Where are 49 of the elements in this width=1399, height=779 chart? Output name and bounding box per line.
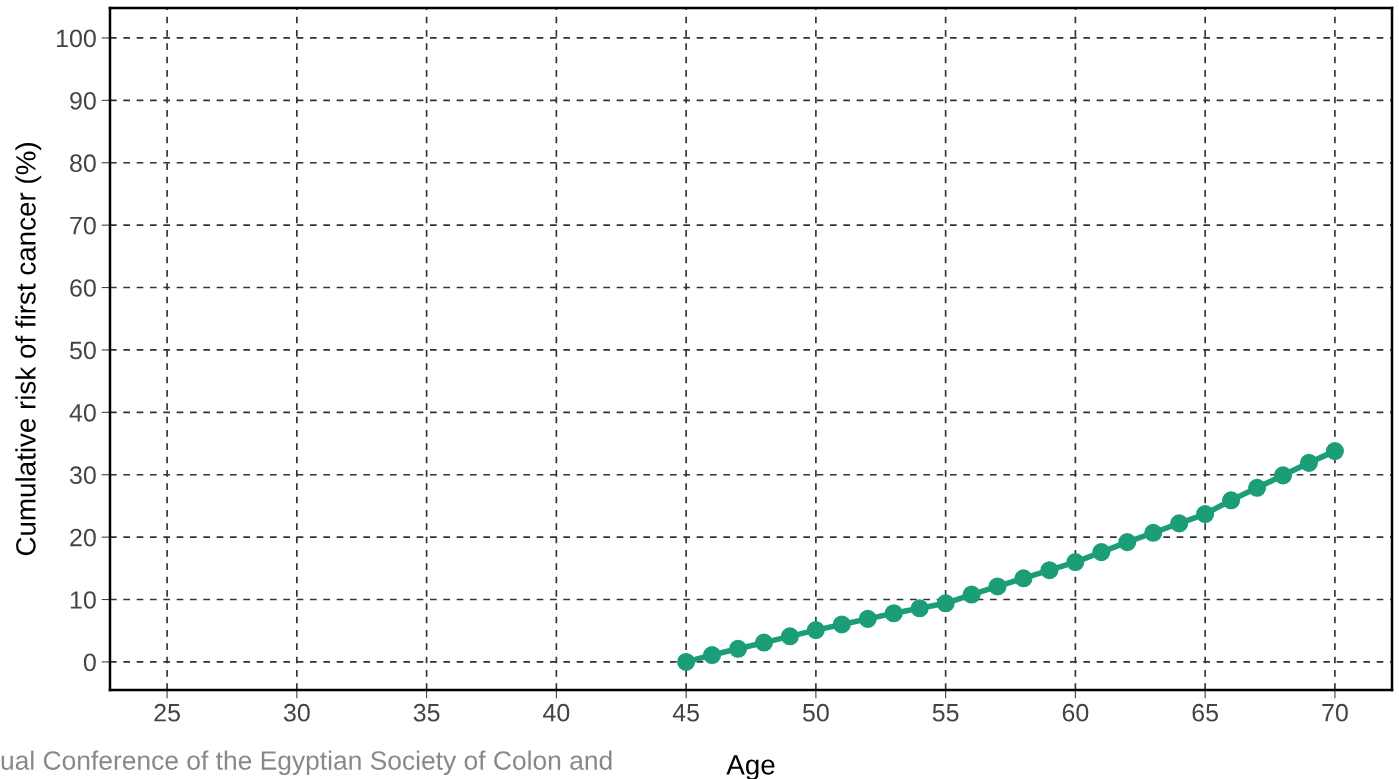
point — [1248, 478, 1267, 497]
x-tick-label: 60 — [1062, 703, 1089, 722]
y-tick-label: 10 — [70, 591, 96, 609]
point — [703, 646, 722, 665]
point — [1066, 553, 1085, 572]
x-tick-label: 65 — [1192, 703, 1219, 722]
point — [1014, 569, 1033, 588]
y-tick-label: 30 — [69, 466, 96, 485]
y-tick-label: 40 — [69, 403, 96, 422]
x-tick-label: 55 — [932, 704, 959, 722]
point — [832, 615, 851, 634]
point — [1325, 441, 1344, 461]
point — [677, 652, 696, 671]
point — [780, 627, 799, 646]
y-tick-label: 100 — [57, 29, 96, 48]
point — [1222, 491, 1241, 510]
point — [1273, 466, 1293, 485]
point — [754, 633, 774, 652]
point — [1170, 514, 1189, 533]
x-tick-label: 30 — [283, 703, 310, 722]
x-tick-label: 45 — [672, 704, 699, 722]
x-tick-label: 70 — [1322, 703, 1348, 722]
point — [988, 577, 1007, 596]
y-tick-label: 90 — [70, 91, 96, 110]
point — [1196, 505, 1215, 524]
point — [884, 604, 903, 623]
point — [962, 585, 981, 604]
y-tick-label: 20 — [70, 528, 96, 547]
y-tick-label: 80 — [70, 154, 96, 173]
y-tick-label: 70 — [70, 216, 96, 235]
point — [728, 639, 748, 658]
point — [1118, 533, 1137, 552]
y-tick-label: 50 — [70, 341, 96, 360]
point — [936, 594, 955, 613]
point — [1040, 561, 1059, 580]
x-tick-label: 40 — [543, 703, 570, 722]
point — [910, 599, 929, 618]
y-axis-title: Cumulative risk of first cancer (%) — [15, 143, 42, 556]
x-tick-label: 35 — [413, 703, 440, 722]
point — [858, 609, 877, 628]
text: ual Conference of the Egyptian Society of Colon and — [1, 750, 612, 776]
y-tick-label: 0 — [83, 653, 96, 672]
point — [1299, 453, 1318, 472]
point — [1092, 543, 1111, 562]
x-tick-label: 25 — [154, 703, 180, 722]
point — [806, 621, 825, 640]
y-tick-label: 60 — [70, 279, 96, 297]
x-tick-label: 50 — [802, 703, 829, 722]
point — [1144, 523, 1163, 542]
